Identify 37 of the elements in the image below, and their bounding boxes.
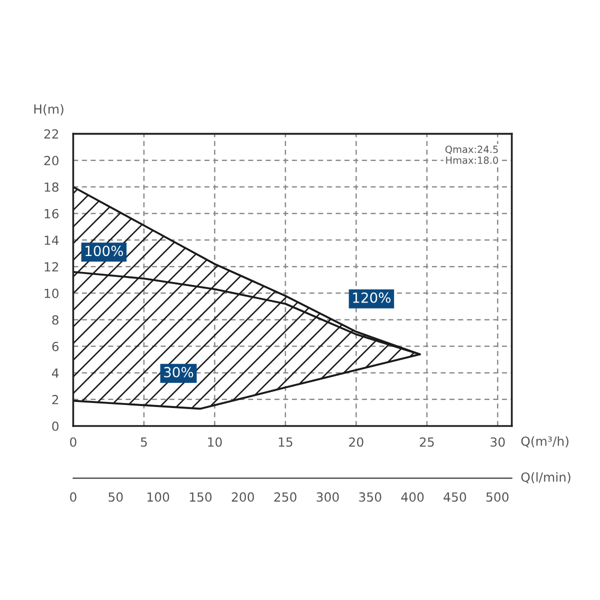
x-tick-label: 10 — [208, 437, 222, 447]
x2-axis-title: Q(l/min) — [521, 472, 570, 484]
x2-tick-label: 500 — [486, 492, 508, 502]
x2-tick-label: 400 — [401, 492, 424, 502]
x2-tick-label: 350 — [359, 492, 382, 502]
y-tick-label: 12 — [44, 262, 58, 272]
annotation: 30% — [164, 366, 194, 378]
y-axis-title: H(m) — [34, 104, 64, 116]
y-tick-label: 20 — [44, 156, 58, 166]
x2-tick-label: 300 — [316, 492, 339, 502]
y-tick-label: 22 — [44, 129, 58, 139]
y-tick-label: 8 — [52, 315, 58, 325]
x2-tick-label: 150 — [190, 492, 212, 502]
x-tick-label: 0 — [70, 437, 76, 447]
x-tick-label: 25 — [420, 437, 434, 447]
y-tick-label: 4 — [52, 368, 59, 378]
x2-tick-label: 50 — [108, 492, 123, 502]
y-tick-label: 10 — [44, 288, 58, 298]
y-tick-label: 2 — [52, 394, 58, 404]
x-tick-label: 5 — [140, 437, 147, 447]
x-tick-label: 30 — [490, 437, 505, 447]
y-tick-label: 0 — [52, 421, 58, 431]
y-tick-label: 14 — [44, 236, 59, 245]
x2-tick-label: 200 — [232, 492, 254, 502]
y-tick-label: 18 — [44, 182, 58, 192]
annotation: 100% — [86, 246, 123, 256]
annotation: Qmax:24.5 Hmax:18.0 — [445, 146, 498, 164]
x2-tick-label: 450 — [444, 492, 466, 502]
y-tick-label: 16 — [44, 208, 59, 218]
annotation: 120% — [353, 292, 391, 303]
x2-tick-label: 100 — [147, 492, 170, 502]
x2-tick-label: 250 — [274, 492, 296, 502]
x-tick-label: 15 — [278, 437, 292, 447]
x-tick-label: 20 — [349, 437, 364, 447]
y-tick-label: 6 — [52, 342, 59, 352]
x2-tick-label: 0 — [70, 492, 76, 502]
x-axis-title: Q(m³/h) — [521, 436, 568, 448]
